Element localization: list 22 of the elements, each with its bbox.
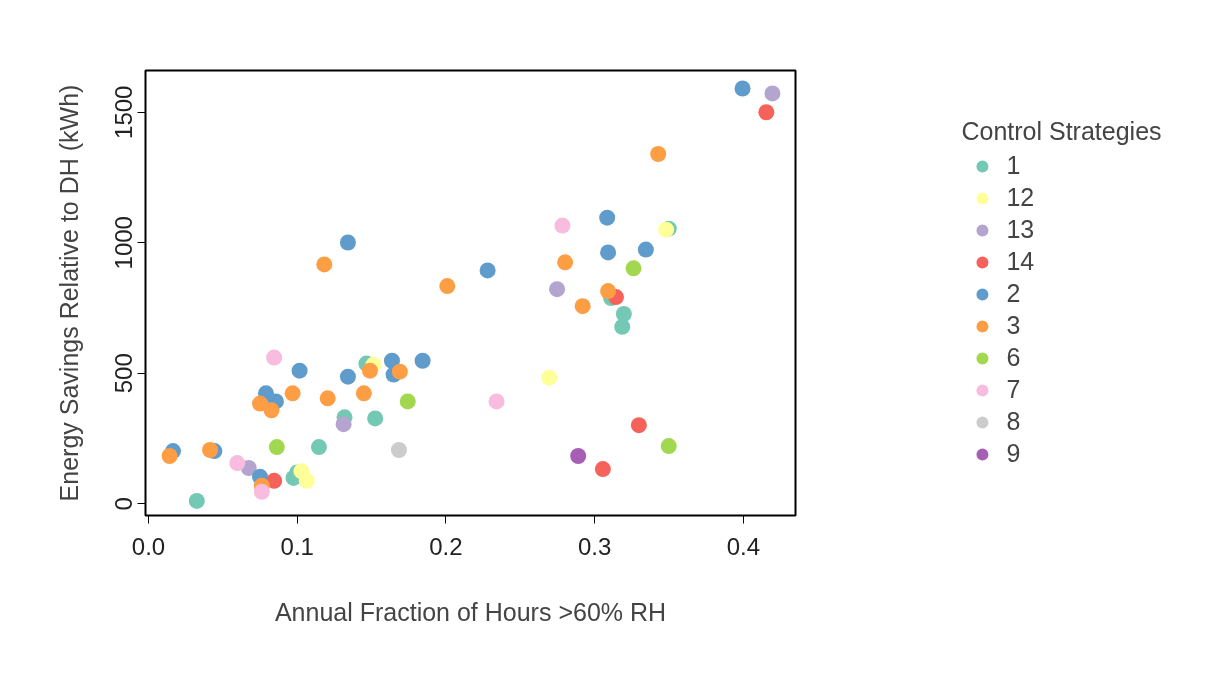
legend-label: 13 <box>1006 214 1035 245</box>
legend-label: 9 <box>1006 438 1022 469</box>
y-tick-label: 1500 <box>110 85 138 139</box>
legend-title: Control Strategies <box>961 116 1162 146</box>
y-tick-label: 500 <box>110 353 138 394</box>
legend-label: 2 <box>1006 278 1022 309</box>
x-tick-label: 0.0 <box>131 532 166 560</box>
legend-label: 14 <box>1006 246 1035 277</box>
legend-label: 7 <box>1006 374 1022 405</box>
legend-label: 12 <box>1006 182 1035 213</box>
y-tick-label: 0 <box>110 497 138 511</box>
x-tick-label: 0.4 <box>726 532 761 560</box>
x-tick-label: 0.1 <box>280 532 314 560</box>
x-axis-title: Annual Fraction of Hours >60% RH <box>274 597 667 626</box>
x-tick-label: 0.2 <box>429 532 463 560</box>
legend-label: 6 <box>1006 342 1022 373</box>
y-tick-label: 1000 <box>110 216 138 270</box>
x-tick-label: 0.3 <box>578 532 612 560</box>
legend-label: 8 <box>1006 406 1022 437</box>
y-axis-title: Energy Savings Relative to DH (kWh) <box>54 84 83 502</box>
legend-label: 3 <box>1006 310 1022 341</box>
legend-label: 1 <box>1006 150 1022 181</box>
